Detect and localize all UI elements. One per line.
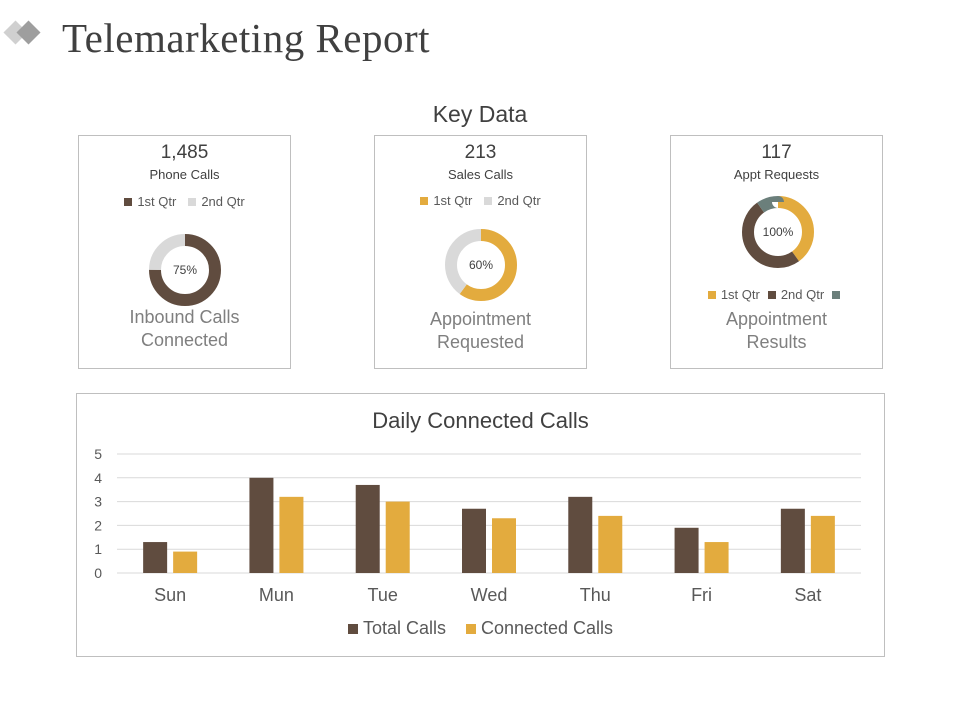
- y-tick-label: 0: [94, 565, 102, 581]
- legend-label: Total Calls: [362, 618, 446, 638]
- y-tick-label: 4: [94, 470, 102, 486]
- donut-center-label: 60%: [469, 258, 493, 272]
- donut-slice: [742, 196, 814, 268]
- legend-item: 1st Qtr: [124, 194, 176, 209]
- bar-total-calls: [674, 527, 699, 573]
- caption-line: Results: [746, 332, 807, 352]
- legend-swatch: [347, 623, 358, 634]
- x-tick-label: Mun: [259, 585, 294, 605]
- legend-swatch: [707, 290, 716, 299]
- legend-label: 1st Qtr: [137, 194, 177, 209]
- bar-total-calls: [568, 496, 593, 573]
- kpi-value: 213: [464, 142, 497, 163]
- donut-center-label: 75%: [173, 263, 197, 277]
- kpi-value: 117: [761, 142, 792, 163]
- bar-connected-calls: [704, 542, 729, 573]
- legend-item: [832, 287, 845, 302]
- x-tick-label: Thu: [580, 585, 611, 605]
- donut-legend: 1st Qtr 2nd Qtr: [671, 287, 882, 302]
- legend-swatch: [465, 623, 476, 634]
- donut-chart: 60%: [445, 229, 517, 301]
- chart-title: Daily Connected Calls: [372, 408, 589, 433]
- donut-center-label: 100%: [763, 225, 794, 239]
- bar-connected-calls: [385, 501, 410, 573]
- bar-connected-calls: [810, 515, 835, 573]
- daily-calls-chart: Daily Connected Calls 0 1 2 3 4 5 Sun Mun Tue Wed…: [76, 393, 885, 657]
- section-title: Key Data: [432, 101, 528, 127]
- bar-connected-calls: [598, 515, 623, 573]
- kpi-card-appt-requests: 117 Appt Requests 100% 1st Qtr 2nd Qtr A…: [670, 135, 883, 369]
- bar-total-calls: [462, 508, 486, 573]
- card-caption: Appointment Results: [671, 308, 882, 354]
- y-tick-label: 2: [94, 517, 102, 533]
- bar-connected-calls: [173, 551, 198, 573]
- x-tick-label: Tue: [368, 585, 398, 605]
- legend-item: 1st Qtr: [707, 287, 760, 302]
- caption-line: Inbound Calls: [129, 307, 240, 327]
- legend-label: 1st Qtr: [720, 287, 760, 302]
- legend-swatch: [188, 197, 197, 206]
- x-tick-label: Fri: [691, 585, 712, 605]
- legend-label: 1st Qtr: [433, 193, 473, 208]
- donut-chart: 100%: [742, 196, 814, 268]
- kpi-card-phone-calls: 1,485 Phone Calls 1st Qtr 2nd Qtr 75% In…: [78, 135, 291, 369]
- chart-legend: Total Calls Connected Calls: [77, 618, 884, 639]
- y-tick-label: 3: [94, 494, 102, 510]
- bar-total-calls: [780, 508, 805, 573]
- caption-line: Connected: [140, 330, 229, 350]
- bar-chart-plot: 0 1 2 3 4 5 Sun Mun Tue Wed Thu Fri Sat: [94, 446, 861, 605]
- bar-total-calls: [249, 477, 274, 573]
- caption-line: Requested: [436, 332, 525, 352]
- card-caption: Appointment Requested: [375, 308, 586, 354]
- legend-item: 1st Qtr: [420, 193, 472, 208]
- legend-label: 2nd Qtr: [780, 287, 825, 302]
- bar-connected-calls: [492, 518, 516, 573]
- legend-label: 2nd Qtr: [201, 194, 245, 209]
- donut-chart: 75%: [149, 234, 221, 306]
- legend-item: 2nd Qtr: [484, 193, 541, 208]
- legend-label: 2nd Qtr: [497, 193, 541, 208]
- bar-connected-calls: [279, 496, 304, 573]
- legend-swatch: [832, 290, 841, 299]
- legend-item: 2nd Qtr: [767, 287, 825, 302]
- y-tick-label: 5: [94, 446, 102, 462]
- caption-line: Appointment: [429, 309, 532, 329]
- diamond-logo-icon: [3, 20, 41, 45]
- y-tick-label: 1: [94, 541, 102, 557]
- kpi-subtitle: Phone Calls: [149, 167, 220, 182]
- bar-total-calls: [355, 484, 380, 573]
- donut-slice: [445, 229, 517, 301]
- legend-swatch: [124, 197, 133, 206]
- donut-slice: [742, 196, 814, 268]
- card-caption: Inbound Calls Connected: [79, 306, 290, 352]
- legend-label: Connected Calls: [480, 618, 614, 638]
- legend-swatch: [767, 290, 776, 299]
- bar-total-calls: [143, 542, 168, 573]
- legend-item: Total Calls: [347, 618, 446, 639]
- donut-legend: 1st Qtr 2nd Qtr: [375, 193, 586, 208]
- x-tick-label: Sat: [794, 585, 821, 605]
- x-tick-label: Sun: [154, 585, 186, 605]
- legend-item: 2nd Qtr: [188, 194, 245, 209]
- legend-item: Connected Calls: [465, 618, 614, 639]
- x-tick-label: Wed: [471, 585, 508, 605]
- caption-line: Appointment: [725, 309, 828, 329]
- kpi-card-sales-calls: 213 Sales Calls 1st Qtr 2nd Qtr 60% Appo…: [374, 135, 587, 369]
- kpi-value: 1,485: [160, 142, 209, 163]
- page-title: Telemarketing Report: [62, 15, 431, 61]
- donut-legend: 1st Qtr 2nd Qtr: [79, 194, 290, 209]
- kpi-subtitle: Appt Requests: [733, 167, 820, 182]
- legend-swatch: [420, 196, 429, 205]
- kpi-subtitle: Sales Calls: [447, 167, 514, 182]
- donut-slice: [149, 234, 221, 306]
- legend-swatch: [484, 196, 493, 205]
